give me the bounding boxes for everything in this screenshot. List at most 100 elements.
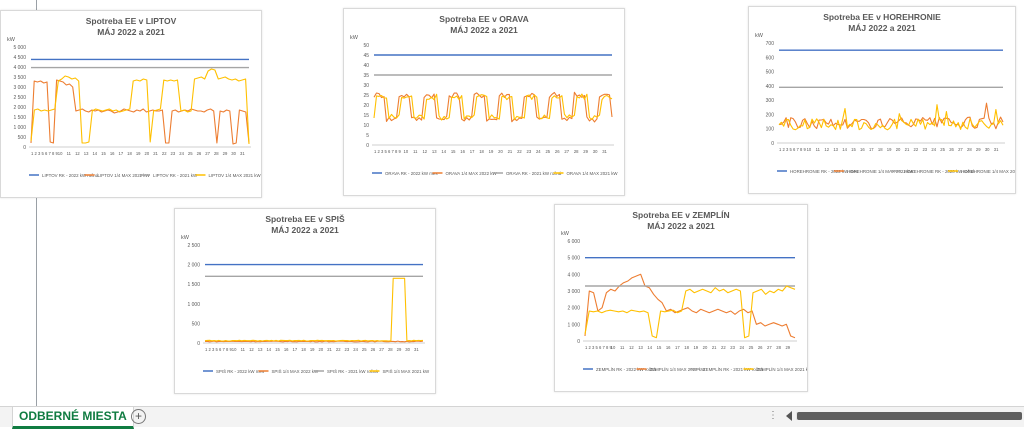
chart-liptov[interactable]: Spotreba EE v LIPTOV MÁJ 2022 a 2021 kW 0 50… <box>0 10 262 198</box>
x-tick-label: 15 <box>451 149 456 154</box>
x-tick-label: 16 <box>110 151 115 156</box>
sheet-tab-bar: ODBERNÉ MIESTA + ⋮ <box>0 406 1024 429</box>
x-tick-label: 10 <box>232 347 237 352</box>
x-tick-label: 17 <box>470 149 475 154</box>
y-tick-label: 2 500 <box>187 243 200 249</box>
x-tick-label: 20 <box>896 147 901 152</box>
x-tick-label: 29 <box>397 347 402 352</box>
y-tick-label: 2 000 <box>187 263 200 269</box>
x-tick-label: 24 <box>179 151 184 156</box>
series-line-3 <box>204 277 424 342</box>
x-tick-label: 15 <box>275 347 280 352</box>
x-tick-label: 19 <box>136 151 141 156</box>
y-axis-label: kW <box>350 35 359 41</box>
x-tick-label: 23 <box>527 149 532 154</box>
series-line-1 <box>204 340 424 343</box>
x-tick-label: 21 <box>327 347 332 352</box>
chart-orava[interactable]: Spotreba EE v ORAVA MÁJ 2022 a 2021 kW 0 5 10… <box>343 8 625 196</box>
legend-label: SPIŠ RK - 2022 kW mes <box>216 369 265 374</box>
legend-label: HOREHRONIE RK - 2022 kW mes <box>790 169 859 174</box>
legend-label: HOREHRONIE 1/4 MAX 2022 kW <box>847 169 914 174</box>
chart-horehronie[interactable]: Spotreba EE v HOREHRONIE MÁJ 2022 a 2021 k… <box>748 6 1016 194</box>
y-tick-label: 600 <box>766 55 775 61</box>
x-tick-label: 25 <box>940 147 945 152</box>
x-tick-label: 28 <box>776 345 781 350</box>
y-tick-label: 15 <box>363 113 369 119</box>
x-tick-label: 25 <box>362 347 367 352</box>
x-tick-label: 20 <box>145 151 150 156</box>
legend-label: HOREHRONIE RK - 2020 kW ročná <box>904 169 975 174</box>
y-tick-label: 1 000 <box>13 125 26 131</box>
x-tick-label: 11 <box>816 147 821 152</box>
y-tick-label: 2 000 <box>567 306 580 312</box>
x-tick-label: 25 <box>749 345 754 350</box>
x-tick-label: 31 <box>994 147 999 152</box>
worksheet-grid[interactable]: Spotreba EE v LIPTOV MÁJ 2022 a 2021 kW 0 50… <box>0 0 1024 406</box>
x-tick-label: 24 <box>739 345 744 350</box>
x-tick-label: 21 <box>712 345 717 350</box>
x-tick-label: 22 <box>914 147 919 152</box>
x-tick-label: 27 <box>767 345 772 350</box>
legend-label: ORAVA RK - 2021 kW ročná <box>506 171 562 176</box>
legend-label: ZEMPLÍN 1/4 MAX 2021 kW <box>757 367 808 372</box>
x-tick-label: 19 <box>693 345 698 350</box>
x-tick-label: 27 <box>958 147 963 152</box>
chart-title: Spotreba EE v LIPTOV <box>86 16 177 26</box>
chart-subtitle: MÁJ 2022 a 2021 <box>271 225 339 235</box>
x-tick-label: 11 <box>620 345 625 350</box>
legend-label: SPIŠ 1/4 MAX 2022 kW <box>272 369 319 374</box>
y-tick-label: 500 <box>192 321 201 327</box>
legend-label: LIPTOV RK - 2022 kW ročná <box>42 173 99 178</box>
y-tick-label: 5 <box>366 133 369 139</box>
x-tick-label: 14 <box>647 345 652 350</box>
y-tick-label: 300 <box>766 98 775 104</box>
y-tick-label: 40 <box>363 63 369 69</box>
legend-label: ORAVA 1/4 MAX 2021 kW <box>567 171 619 176</box>
legend-label: ZEMPLÍN 1/4 MAX 2022 kW <box>650 367 706 372</box>
x-tick-label: 29 <box>583 149 588 154</box>
legend-label: LIPTOV 1/4 MAX 2022 kW <box>98 173 151 178</box>
x-tick-label: 31 <box>240 151 245 156</box>
y-tick-label: 0 <box>771 141 774 147</box>
x-tick-label: 17 <box>675 345 680 350</box>
y-tick-label: 4 500 <box>13 55 26 61</box>
column-gridline <box>36 0 37 406</box>
x-tick-label: 27 <box>379 347 384 352</box>
x-tick-label: 10 <box>611 345 616 350</box>
scroll-left-icon[interactable] <box>786 411 792 421</box>
x-tick-label: 1 2 3 5 6 7 8 9 <box>205 347 232 352</box>
plus-circle-icon[interactable]: + <box>131 409 146 424</box>
x-tick-label: 1 2 3 5 6 7 8 9 <box>779 147 806 152</box>
x-tick-label: 12 <box>629 345 634 350</box>
y-tick-label: 4 000 <box>567 272 580 278</box>
legend-label: SPIŠ 1/4 MAX 2021 kW <box>383 369 430 374</box>
x-tick-label: 18 <box>878 147 883 152</box>
y-tick-label: 500 <box>18 135 27 141</box>
series-line-3 <box>30 68 250 145</box>
x-tick-label: 18 <box>684 345 689 350</box>
x-tick-label: 18 <box>479 149 484 154</box>
chart-zemplin[interactable]: Spotreba EE v ZEMPLÍN MÁJ 2022 a 2021 kW 0 1… <box>554 204 808 392</box>
x-tick-label: 19 <box>310 347 315 352</box>
chart-spis[interactable]: Spotreba EE v SPIŠ MÁJ 2022 a 2021 kW 0 500 1… <box>174 208 436 394</box>
x-tick-label: 21 <box>905 147 910 152</box>
y-axis-label: kW <box>7 37 16 43</box>
x-tick-label: 28 <box>214 151 219 156</box>
x-tick-label: 28 <box>574 149 579 154</box>
y-tick-label: 4 000 <box>13 65 26 71</box>
x-tick-label: 16 <box>284 347 289 352</box>
x-tick-label: 10 <box>807 147 812 152</box>
x-tick-label: 19 <box>489 149 494 154</box>
x-tick-label: 12 <box>824 147 829 152</box>
chart-title: Spotreba EE v ORAVA <box>439 14 528 24</box>
y-tick-label: 45 <box>363 53 369 59</box>
x-tick-label: 12 <box>422 149 427 154</box>
chart-subtitle: MÁJ 2022 a 2021 <box>450 25 518 35</box>
horizontal-scrollbar-thumb[interactable] <box>797 412 1022 420</box>
x-tick-label: 16 <box>460 149 465 154</box>
y-tick-label: 25 <box>363 93 369 99</box>
vertical-ellipsis-icon[interactable]: ⋮ <box>768 410 778 421</box>
y-tick-label: 30 <box>363 83 369 89</box>
